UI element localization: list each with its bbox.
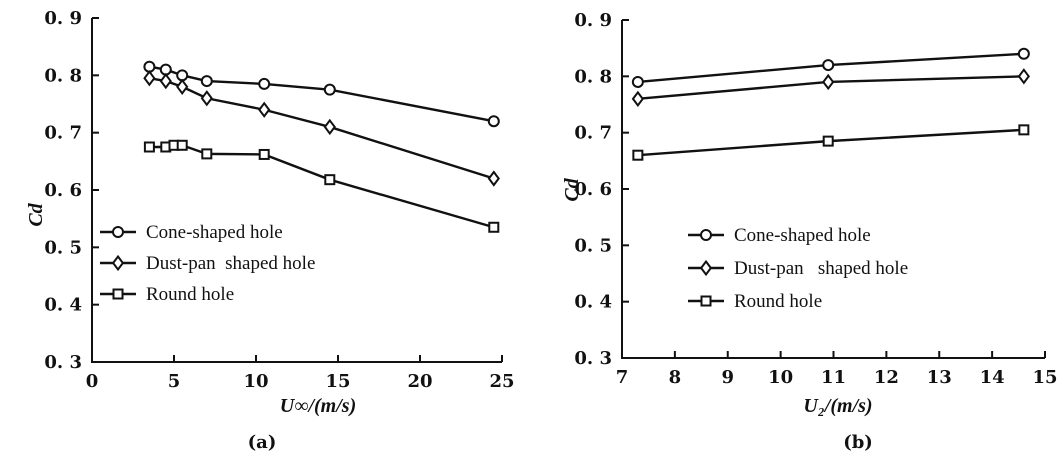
y-tick-label: 0. 5 (574, 235, 612, 256)
legend-label: Round hole (146, 284, 234, 305)
x-tick-label: 13 (927, 367, 952, 388)
x-tick-label: 20 (407, 371, 432, 392)
x-tick-label: 5 (168, 371, 181, 392)
data-point-circle (258, 77, 271, 90)
x-tick-label: 8 (669, 367, 682, 388)
data-point-diamond (1017, 68, 1030, 85)
y-tick-label: 0. 6 (574, 179, 612, 200)
data-point-circle (631, 75, 644, 88)
data-point-diamond (822, 73, 835, 91)
data-point-circle (1017, 47, 1030, 60)
x-tick-label: 9 (721, 367, 734, 388)
legend-label: Cone-shaped hole (734, 225, 871, 246)
y-tick-label: 0. 9 (44, 8, 82, 29)
x-tick-label: 11 (821, 367, 846, 388)
x-tick-label: 7 (616, 367, 629, 388)
data-point-circle (822, 59, 835, 72)
data-point-square (324, 174, 336, 186)
legend-marker-square (112, 288, 124, 300)
series-line-square (149, 144, 495, 229)
data-point-diamond (176, 78, 189, 95)
x-tick-label: 15 (325, 371, 350, 392)
panel-label: (b) (843, 432, 873, 453)
axes-frame (621, 20, 1045, 359)
data-point-diamond (323, 118, 336, 136)
y-tick-label: 0. 8 (44, 65, 82, 86)
data-point-diamond (200, 90, 213, 107)
x-tick-label: 10 (768, 367, 793, 388)
y-axis-title: Cd (25, 202, 47, 226)
x-tick-label: 25 (489, 371, 514, 392)
legend-label: Cone-shaped hole (146, 222, 283, 243)
legend-label: Round hole (734, 291, 822, 312)
y-tick-label: 0. 7 (44, 123, 82, 144)
data-point-diamond (143, 70, 156, 87)
x-tick-label: 0 (86, 371, 99, 392)
chart-panel-a: 0. 3 0. 4 0. 5 0. 6 0. 7 0. 8 0. 9 0 5 10 15 20 25 Cd… (25, 8, 515, 453)
chart-panel-b: 0. 3 0. 4 0. 5 0. 6 0. 7 0. 8 0. 9 7 8 9 10 11 12 13 1… (561, 10, 1058, 453)
data-point-diamond (487, 170, 500, 187)
x-axis-title: U∞/(m/s) (280, 395, 356, 417)
x-tick-label: 12 (874, 367, 899, 388)
data-point-square (143, 141, 155, 153)
x-tick-label: 10 (243, 371, 268, 392)
y-tick-label: 0. 8 (574, 66, 612, 87)
y-tick-label: 0. 3 (44, 352, 82, 373)
data-point-square (632, 149, 644, 161)
data-point-square (258, 148, 270, 160)
data-point-square (201, 148, 213, 160)
y-tick-label: 0. 4 (574, 292, 612, 313)
series-line-diamond (149, 77, 495, 180)
data-point-diamond (631, 90, 644, 108)
panel-label: (a) (248, 432, 277, 453)
legend-marker-circle (112, 226, 124, 238)
y-tick-label: 0. 7 (574, 123, 612, 144)
y-tick-label: 0. 6 (44, 180, 82, 201)
y-tick-label: 0. 5 (44, 237, 82, 258)
data-point-diamond (159, 72, 172, 90)
data-point-circle (323, 83, 336, 96)
legend-marker-circle (700, 229, 712, 241)
y-tick-label: 0. 9 (574, 10, 612, 31)
x-tick-label: 15 (1032, 367, 1057, 388)
y-axis-title: Cd (561, 177, 583, 201)
legend-marker-diamond (111, 254, 125, 272)
data-point-square (1018, 124, 1030, 136)
data-point-square (822, 135, 834, 147)
y-tick-label: 0. 3 (574, 348, 612, 369)
x-axis-title: U₂/(m/s) (803, 395, 872, 417)
data-point-diamond (258, 101, 271, 118)
series-line-circle (149, 65, 495, 123)
x-tick-label: 14 (980, 367, 1005, 388)
data-point-square (176, 139, 188, 151)
legend-marker-diamond (699, 259, 713, 277)
data-point-circle (200, 75, 213, 88)
legend-label: Dust-pan shaped hole (734, 258, 908, 279)
data-point-circle (487, 115, 500, 128)
legend-label: Dust-pan shaped hole (146, 253, 315, 274)
data-point-square (488, 221, 500, 233)
legend-marker-square (700, 295, 712, 307)
y-tick-label: 0. 4 (44, 295, 82, 316)
